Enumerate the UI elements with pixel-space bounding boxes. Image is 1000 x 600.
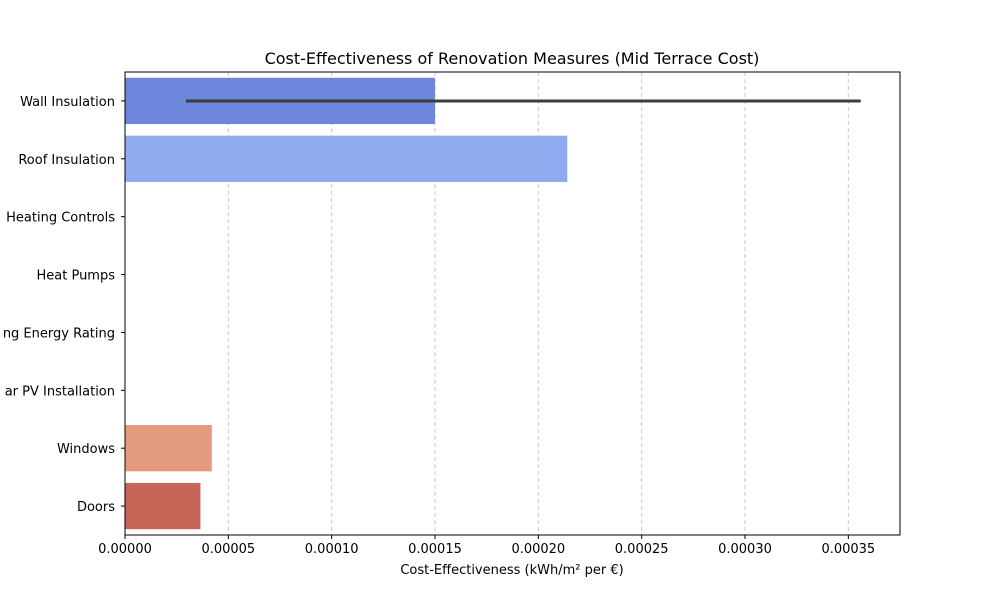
bars	[125, 77, 568, 530]
category-label: Roof Insulation	[18, 153, 115, 168]
x-tick-label: 0.00010	[305, 542, 359, 557]
bar-roof-insulation	[125, 135, 568, 182]
x-tick-label: 0.00035	[821, 542, 875, 557]
category-label: Heat Pumps	[36, 269, 115, 284]
category-label: Doors	[77, 500, 115, 515]
x-axis: 0.00000 0.00005 0.00010 0.00015 0.00020 0.000…	[98, 535, 875, 557]
x-axis-label: Cost-Effectiveness (kWh/m² per €)	[400, 563, 623, 578]
x-tick-label: 0.00020	[511, 542, 565, 557]
category-label: ar PV Installation	[5, 384, 115, 399]
category-label: Wall Insulation	[20, 95, 115, 110]
x-tick-label: 0.00005	[201, 542, 255, 557]
y-axis: Wall Insulation Roof Insulation Heating Co…	[3, 95, 125, 515]
bar-doors	[125, 482, 201, 530]
category-label: ng Energy Rating	[3, 326, 115, 341]
chart-title: Cost-Effectiveness of Renovation Measure…	[265, 49, 760, 68]
x-tick-label: 0.00025	[615, 542, 669, 557]
category-label: Windows	[57, 442, 115, 457]
x-tick-label: 0.00030	[718, 542, 772, 557]
x-tick-label: 0.00000	[98, 542, 152, 557]
category-label: Heating Controls	[6, 211, 115, 226]
plot-frame	[124, 71, 901, 536]
x-tick-label: 0.00015	[408, 542, 462, 557]
bar-windows	[125, 425, 212, 472]
